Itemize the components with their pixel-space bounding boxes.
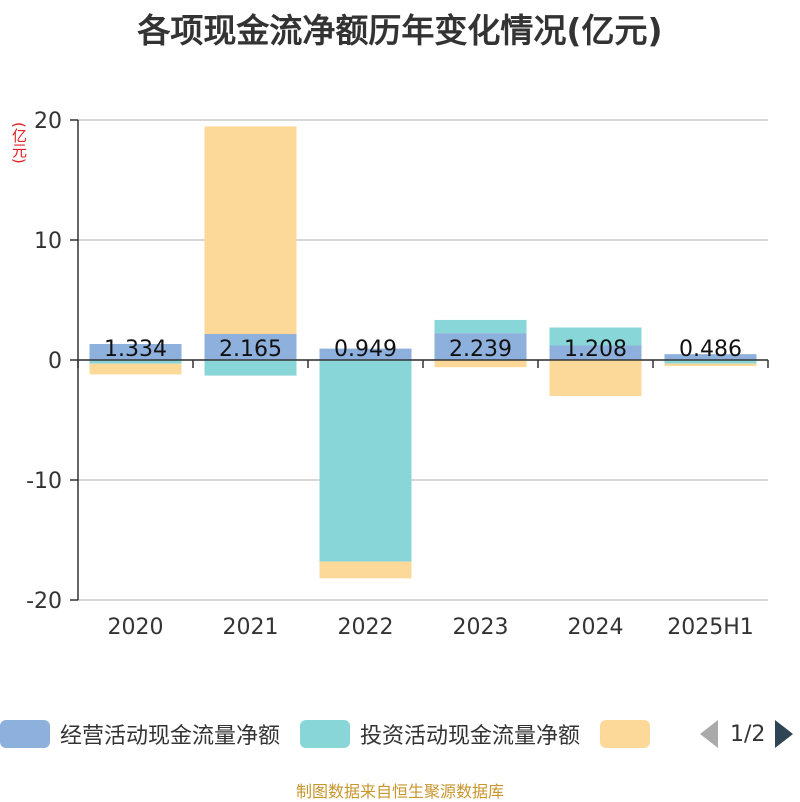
- legend-swatch-investing: [300, 720, 351, 748]
- bar-series1-2021[interactable]: [204, 334, 297, 360]
- legend-swatch-financing: [600, 720, 651, 748]
- legend-item-financing[interactable]: [600, 720, 660, 748]
- legend-prev-icon[interactable]: [700, 720, 718, 748]
- data-label-operating: 0.949: [334, 337, 397, 362]
- data-label-operating: 0.486: [679, 337, 742, 362]
- x-tick-label: 2025H1: [667, 615, 754, 640]
- bar-series1-2023[interactable]: [434, 333, 527, 360]
- bar-series2-2021[interactable]: [204, 360, 297, 376]
- bar-series2-2020[interactable]: [89, 360, 182, 364]
- bar-series3-2022[interactable]: [319, 561, 412, 579]
- x-tick-label: 2021: [223, 615, 279, 640]
- legend-label-investing: 投资活动现金流量净额: [360, 724, 581, 749]
- bar-series2-2024[interactable]: [549, 327, 642, 346]
- data-label-operating: 2.165: [219, 337, 282, 362]
- bar-series2-2022[interactable]: [319, 360, 412, 562]
- data-label-operating: 1.208: [564, 337, 627, 362]
- legend-next-icon[interactable]: [775, 720, 794, 748]
- x-tick-label: 2020: [108, 615, 164, 640]
- y-tick-label: 10: [34, 229, 62, 254]
- y-tick-label: 0: [48, 349, 62, 374]
- legend-pager: 1/2: [700, 716, 794, 752]
- bar-series2-2023[interactable]: [434, 319, 527, 334]
- bar-series3-2024[interactable]: [549, 360, 642, 396]
- legend-label-operating: 经营活动现金流量净额: [60, 724, 281, 749]
- bar-chart: 20 10 0 -10 -20 2020 2021 2022 2023 2024 2025H1 1.…: [26, 109, 769, 640]
- y-tick-label: -10: [26, 469, 62, 494]
- legend-item-investing[interactable]: 投资活动现金流量净额: [300, 718, 580, 750]
- data-label-operating: 2.239: [449, 337, 512, 362]
- x-tick-label: 2023: [453, 615, 509, 640]
- legend: 经营活动现金流量净额 投资活动现金流量净额 1/2: [0, 716, 800, 752]
- bar-series3-2021[interactable]: [204, 126, 297, 335]
- bar-series3-2025H1[interactable]: [664, 363, 757, 366]
- y-axis-unit: (亿元): [10, 122, 28, 164]
- bar-series2-2025H1[interactable]: [664, 360, 757, 364]
- legend-item-operating[interactable]: 经营活动现金流量净额: [0, 718, 280, 750]
- bar-series1-2020[interactable]: [89, 343, 182, 360]
- x-tick-label: 2024: [568, 615, 624, 640]
- chart-title: 各项现金流净额历年变化情况(亿元): [137, 11, 663, 50]
- data-source-note: 制图数据来自恒生聚源数据库: [295, 782, 504, 801]
- y-tick-label: 20: [34, 109, 62, 134]
- bar-series3-2023[interactable]: [434, 360, 527, 368]
- bar-series1-2022[interactable]: [319, 348, 412, 360]
- data-label-operating: 1.334: [104, 337, 167, 362]
- x-tick-label: 2022: [338, 615, 394, 640]
- bar-series1-2024[interactable]: [549, 345, 642, 360]
- y-tick-label: -20: [26, 589, 62, 614]
- bar-series1-2025H1[interactable]: [664, 354, 757, 360]
- legend-page-indicator: 1/2: [730, 721, 766, 747]
- legend-swatch-operating: [0, 720, 50, 748]
- bar-series3-2020[interactable]: [89, 363, 182, 375]
